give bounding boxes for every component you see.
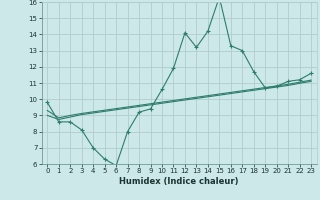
X-axis label: Humidex (Indice chaleur): Humidex (Indice chaleur) <box>119 177 239 186</box>
